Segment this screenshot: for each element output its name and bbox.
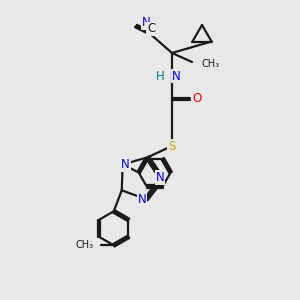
Text: N: N: [121, 158, 130, 171]
Text: CH₃: CH₃: [201, 59, 219, 69]
Text: O: O: [192, 92, 202, 106]
Text: H: H: [156, 70, 165, 83]
Text: C: C: [147, 22, 155, 35]
Text: N: N: [156, 171, 164, 184]
Text: S: S: [168, 140, 176, 152]
Text: N: N: [172, 70, 181, 83]
Text: CH₃: CH₃: [76, 240, 94, 250]
Text: N: N: [142, 16, 150, 29]
Text: N: N: [138, 193, 146, 206]
